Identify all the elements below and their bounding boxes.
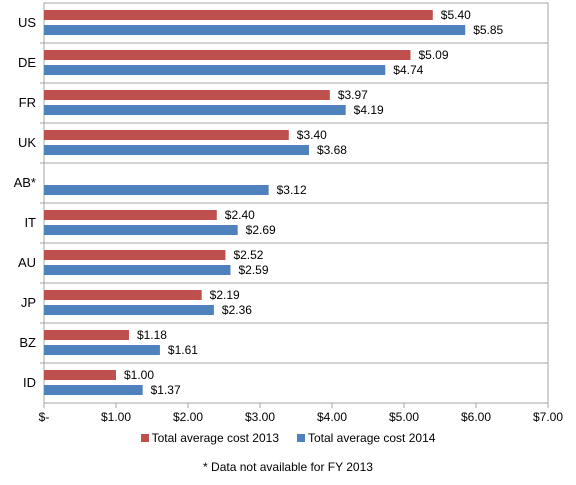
- bar-2014: [44, 225, 238, 235]
- data-label: $5.40: [441, 8, 471, 22]
- category-label: IT: [24, 215, 36, 230]
- bar-2014: [44, 385, 143, 395]
- bar-2014: [44, 25, 466, 35]
- data-label: $1.18: [137, 328, 167, 342]
- bar-2013: [44, 370, 116, 380]
- bar-2014: [44, 145, 309, 155]
- data-label: $1.00: [124, 368, 154, 382]
- data-label: $1.37: [151, 383, 181, 397]
- data-label: $2.69: [246, 223, 276, 237]
- data-label: $2.36: [222, 303, 252, 317]
- bar-2014: [44, 265, 231, 275]
- category-label: JP: [21, 295, 36, 310]
- bar-2013: [44, 130, 289, 140]
- data-label: $3.40: [297, 128, 327, 142]
- bar-2013: [44, 90, 330, 100]
- legend-swatch-2014: [297, 434, 305, 442]
- bar-2013: [44, 50, 411, 60]
- x-tick-label: $2.00: [173, 410, 203, 424]
- data-label: $4.19: [354, 103, 384, 117]
- bar-2013: [44, 290, 202, 300]
- footnote: * Data not available for FY 2013: [203, 460, 373, 474]
- bar-2014: [44, 185, 269, 195]
- data-label: $4.74: [393, 63, 423, 77]
- data-label: $2.19: [210, 288, 240, 302]
- data-label: $5.09: [418, 48, 448, 62]
- category-label: FR: [19, 95, 36, 110]
- data-label: $3.12: [277, 183, 307, 197]
- data-label: $1.61: [168, 343, 198, 357]
- x-tick-label: $4.00: [317, 410, 347, 424]
- bar-2014: [44, 345, 160, 355]
- bar-2013: [44, 330, 129, 340]
- legend-swatch-2013: [140, 434, 149, 442]
- data-label: $3.97: [338, 88, 368, 102]
- bar-2014: [44, 105, 346, 115]
- category-label: AU: [18, 255, 36, 270]
- category-label: US: [18, 15, 36, 30]
- bar-2014: [44, 305, 214, 315]
- bar-2013: [44, 210, 217, 220]
- legend-label-2013: Total average cost 2013: [151, 431, 279, 445]
- category-label: BZ: [19, 335, 36, 350]
- category-label: ID: [23, 375, 36, 390]
- data-label: $5.85: [473, 23, 503, 37]
- category-label: UK: [18, 135, 36, 150]
- bar-chart: $- $1.00 $2.00 $3.00 $4.00 $5.00 $6.00 $7.00 US $…: [14, 2, 563, 424]
- bar-2014: [44, 65, 386, 75]
- data-label: $2.40: [225, 208, 255, 222]
- x-tick-label: $7.00: [533, 410, 563, 424]
- bar-2013: [44, 250, 226, 260]
- legend-item-2014: Total average cost 2014: [297, 431, 435, 445]
- x-tick-label: $5.00: [389, 410, 419, 424]
- category-label: DE: [18, 55, 36, 70]
- data-label: $3.68: [317, 143, 347, 157]
- x-tick-label: $3.00: [245, 410, 275, 424]
- legend: Total average cost 2013 Total average co…: [0, 431, 576, 445]
- x-tick-label: $-: [39, 410, 50, 424]
- data-label: $2.59: [238, 263, 268, 277]
- bar-2013: [44, 10, 433, 20]
- category-label: AB*: [14, 175, 36, 190]
- legend-item-2013: Total average cost 2013: [140, 431, 279, 445]
- x-tick-label: $6.00: [461, 410, 491, 424]
- data-label: $2.52: [233, 248, 263, 262]
- legend-label-2014: Total average cost 2014: [308, 431, 436, 445]
- x-tick-label: $1.00: [101, 410, 131, 424]
